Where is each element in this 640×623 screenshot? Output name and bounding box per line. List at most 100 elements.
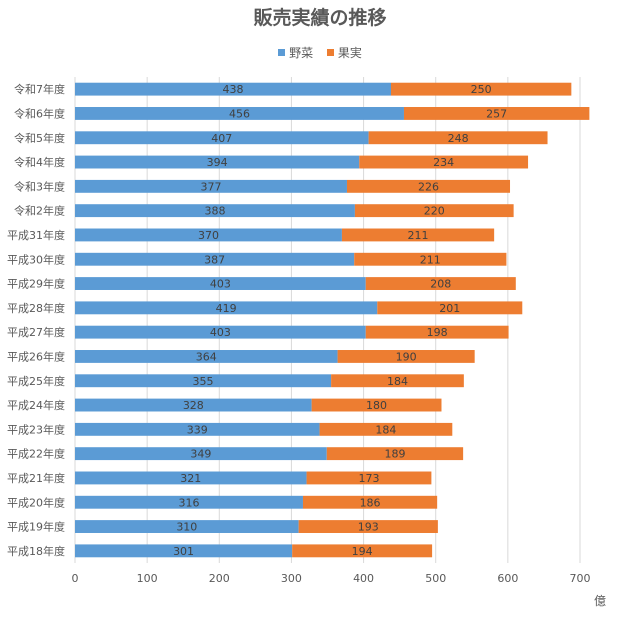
bar-segment-vegetables [75, 398, 312, 412]
category-label: 平成26年度 [7, 349, 65, 363]
bar-segment-vegetables [75, 544, 293, 558]
bar-segment-vegetables [75, 495, 303, 509]
data-label: 198 [427, 326, 448, 339]
data-label: 201 [439, 302, 460, 315]
data-label: 186 [360, 496, 381, 509]
x-tick-label: 500 [425, 572, 446, 585]
bar-segment-fruits [354, 252, 507, 266]
data-label: 388 [204, 205, 225, 218]
data-label: 234 [433, 156, 454, 169]
data-label: 193 [358, 521, 379, 534]
bar-segment-vegetables [75, 179, 347, 193]
bar-segment-fruits [331, 374, 464, 388]
bar-segment-fruits [306, 471, 432, 485]
bar-segment-vegetables [75, 204, 355, 218]
legend-label-vegetables: 野菜 [289, 46, 314, 60]
bar-segment-fruits [302, 495, 438, 509]
category-label: 令和2年度 [14, 204, 65, 218]
bar-segment-vegetables [75, 520, 299, 533]
data-label: 211 [408, 229, 429, 242]
category-label: 令和4年度 [14, 155, 65, 169]
category-label: 平成25年度 [7, 374, 65, 388]
category-label: 平成30年度 [7, 252, 65, 266]
bar-segment-fruits [337, 350, 475, 363]
bar-segment-fruits [298, 520, 438, 533]
x-tick-label: 200 [209, 572, 230, 585]
category-label: 平成24年度 [7, 398, 65, 412]
bar-segment-vegetables [75, 325, 366, 339]
bar-segment-vegetables [75, 228, 342, 242]
data-label: 394 [207, 156, 228, 169]
category-label: 平成29年度 [7, 277, 65, 291]
category-label: 平成18年度 [7, 544, 65, 558]
x-tick-label: 0 [72, 572, 79, 585]
bar-segment-vegetables [75, 350, 338, 363]
data-label: 407 [211, 132, 232, 145]
data-label: 419 [216, 302, 237, 315]
legend-label-fruits: 果実 [337, 46, 362, 60]
x-tick-label: 100 [137, 572, 158, 585]
data-label: 257 [486, 107, 507, 120]
data-label: 301 [173, 545, 194, 558]
legend: 野菜 果実 [0, 44, 640, 61]
data-label: 377 [200, 180, 221, 193]
category-label: 令和7年度 [14, 82, 65, 96]
bar-segment-fruits [403, 107, 590, 120]
data-label: 189 [384, 448, 405, 461]
data-label: 321 [180, 472, 201, 485]
bar-segment-vegetables [75, 301, 378, 315]
legend-swatch-fruits [326, 49, 334, 56]
data-label: 226 [418, 180, 439, 193]
data-label: 248 [448, 132, 469, 145]
bar-segment-fruits [365, 277, 516, 290]
data-label: 339 [187, 423, 208, 436]
data-label: 208 [430, 278, 451, 291]
category-label: 令和6年度 [14, 106, 65, 120]
category-label: 平成27年度 [7, 325, 65, 339]
data-label: 370 [198, 229, 219, 242]
data-label: 250 [471, 83, 492, 96]
bar-segment-vegetables [75, 82, 391, 96]
bar-segment-fruits [346, 179, 511, 193]
chart-title: 販売実績の推移 [253, 7, 387, 29]
category-label: 令和5年度 [14, 131, 65, 145]
legend-item-fruits: 果実 [326, 44, 362, 61]
data-label: 173 [358, 472, 379, 485]
data-label: 355 [193, 375, 214, 388]
bar-segment-vegetables [75, 277, 366, 290]
category-label: 平成21年度 [7, 471, 65, 485]
bar-segment-vegetables [75, 471, 307, 485]
data-label: 184 [387, 375, 408, 388]
category-label: 令和3年度 [14, 179, 65, 193]
legend-swatch-vegetables [278, 49, 286, 56]
data-label: 403 [210, 278, 231, 291]
data-label: 328 [183, 399, 204, 412]
bar-segment-fruits [319, 422, 453, 436]
data-label: 316 [178, 496, 199, 509]
data-label: 349 [190, 448, 211, 461]
category-label: 平成22年度 [7, 447, 65, 461]
data-label: 364 [196, 350, 217, 363]
x-tick-label: 400 [353, 572, 374, 585]
category-label: 平成28年度 [7, 301, 65, 315]
bar-segment-vegetables [75, 155, 360, 169]
category-label: 平成19年度 [7, 520, 65, 534]
bar-segment-fruits [359, 155, 529, 169]
data-label: 180 [366, 399, 387, 412]
x-tick-label: 600 [497, 572, 518, 585]
bar-segment-fruits [292, 544, 433, 558]
data-label: 403 [210, 326, 231, 339]
data-label: 438 [222, 83, 243, 96]
data-label: 184 [375, 423, 396, 436]
bar-segment-vegetables [75, 422, 320, 436]
bar-segment-fruits [311, 398, 442, 412]
bar-segment-vegetables [75, 131, 369, 145]
bar-segment-fruits [365, 325, 509, 339]
data-label: 387 [204, 253, 225, 266]
bar-segment-fruits [377, 301, 523, 315]
data-label: 220 [424, 205, 445, 218]
data-label: 190 [396, 350, 417, 363]
bar-segment-vegetables [75, 107, 404, 120]
bar-segment-vegetables [75, 252, 355, 266]
